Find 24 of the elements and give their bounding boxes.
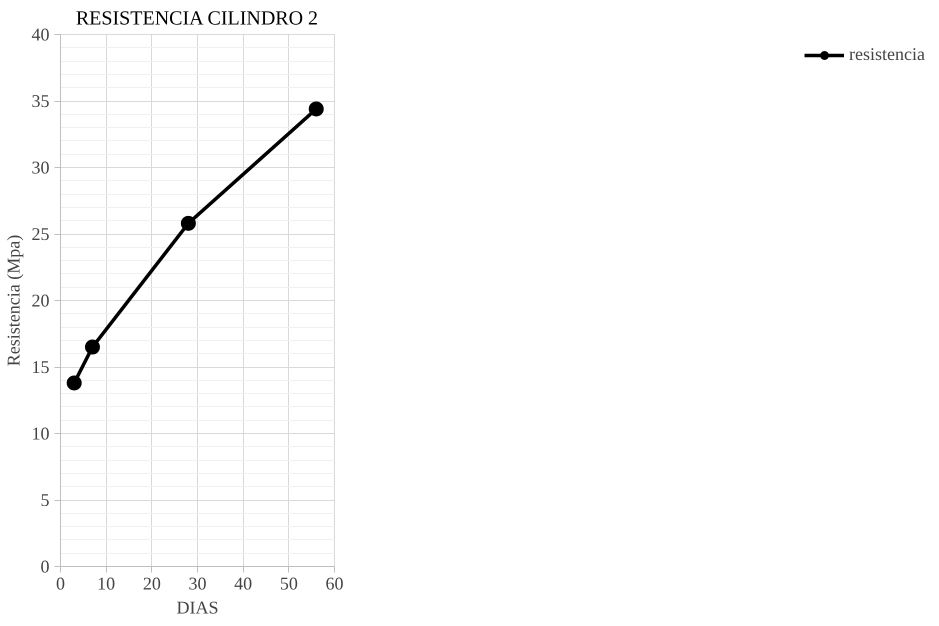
point	[66, 375, 82, 390]
x-axis-title: DIAS	[176, 598, 219, 618]
y-tick-label: 5	[40, 490, 50, 510]
y-tick-label: 35	[32, 91, 50, 111]
y-tick-label: 10	[32, 424, 50, 444]
point	[308, 101, 324, 116]
x-tick-label: 20	[142, 574, 161, 594]
y-tick-label: 25	[32, 224, 50, 244]
y-tick-label: 30	[32, 158, 50, 178]
point	[84, 340, 100, 355]
y-tick-label: 15	[32, 357, 50, 377]
x-tick-label: 40	[234, 574, 252, 594]
y-tick-label: 0	[40, 556, 50, 576]
chart-title: RESISTENCIA CILINDRO 2	[76, 8, 318, 30]
x-tick-label: 30	[188, 574, 206, 594]
y-tick-label: 40	[32, 24, 50, 44]
point	[180, 216, 196, 231]
x-tick-label: 10	[97, 574, 116, 594]
x-tick-label: 50	[280, 574, 298, 594]
x-tick-label: 60	[326, 574, 344, 594]
x-tick-label: 0	[56, 574, 65, 594]
y-tick-label: 20	[32, 290, 50, 310]
y-axis-title: Resistencia (Mpa)	[4, 234, 24, 366]
legend-label: resistencia	[849, 44, 925, 65]
